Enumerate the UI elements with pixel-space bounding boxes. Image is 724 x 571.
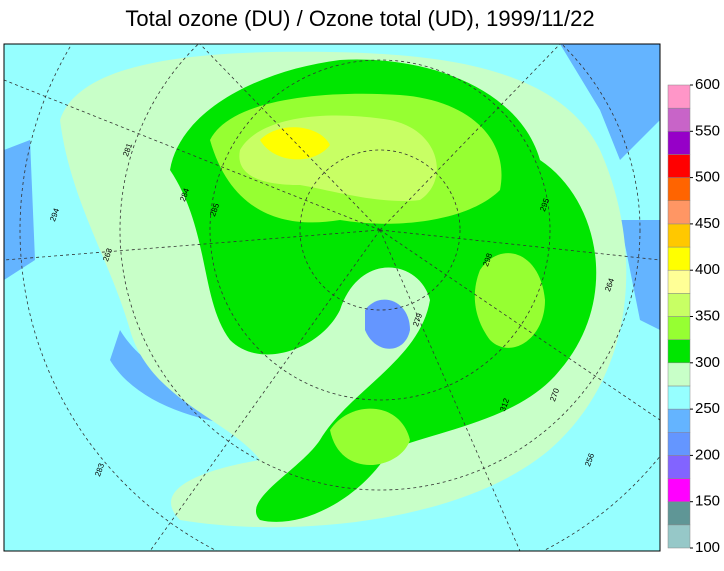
low-region	[560, 44, 660, 160]
colorbar-swatch	[667, 385, 691, 410]
colorbar-label: 150	[695, 493, 720, 510]
colorbar-swatch	[667, 154, 691, 178]
contour-label: 284	[178, 187, 191, 203]
contour-label: 263	[101, 247, 114, 263]
contour-label: 298	[481, 252, 494, 268]
low-region	[620, 220, 660, 330]
colorbar-swatch	[667, 107, 691, 132]
contour-label: 295	[538, 197, 551, 213]
colorbar-swatch	[667, 455, 691, 479]
title: Total ozone (DU) / Ozone total (UD), 199…	[125, 6, 594, 31]
colorbar-swatch	[667, 246, 691, 271]
low-region	[4, 140, 35, 280]
higher-region	[330, 408, 410, 465]
colorbar-label: 500	[695, 169, 720, 186]
colorbar-swatch	[667, 84, 691, 109]
colorbar-swatch	[667, 408, 691, 433]
contour-label: 312	[498, 397, 511, 413]
colorbar-label: 400	[695, 261, 720, 278]
map	[3, 43, 661, 552]
contour-label: 283	[93, 462, 106, 478]
colorbar-swatch	[667, 200, 691, 225]
colorbar-swatch	[667, 362, 691, 387]
colorbar-label: 200	[695, 446, 720, 463]
colorbar-label: 450	[695, 215, 720, 232]
colorbar-swatch	[667, 478, 691, 502]
colorbar-label: 250	[695, 400, 720, 417]
contour-label: 264	[603, 277, 616, 293]
peak-region	[260, 127, 330, 160]
contour-label: 294	[48, 207, 61, 223]
colorbar-swatch	[667, 131, 691, 155]
contour-label: 270	[548, 387, 561, 403]
colorbar-label: 550	[695, 122, 720, 139]
low-region	[365, 299, 410, 349]
graticule	[4, 44, 660, 551]
contour-label: 279	[411, 312, 424, 328]
colorbar-swatch	[667, 316, 691, 340]
colorbar-swatch	[667, 501, 691, 526]
contour-label: 281	[121, 142, 134, 158]
contour-label: 285	[208, 202, 221, 218]
colorbar-label: 300	[695, 354, 720, 371]
colorbar-label: 100	[695, 539, 720, 556]
colorbar-swatch	[667, 432, 691, 456]
colorbar-swatch	[667, 223, 691, 248]
colorbar-swatch	[667, 269, 691, 294]
colorbar-swatch	[667, 339, 691, 364]
colorbar-label: 600	[695, 76, 720, 93]
map-frame	[3, 43, 661, 552]
colorbar-swatch	[667, 177, 691, 202]
colorbar-label: 350	[695, 307, 720, 324]
contour-label: 256	[583, 452, 596, 468]
colorbar-swatch	[667, 293, 691, 317]
colorbar-swatch	[667, 524, 691, 549]
higher-region	[474, 253, 545, 348]
